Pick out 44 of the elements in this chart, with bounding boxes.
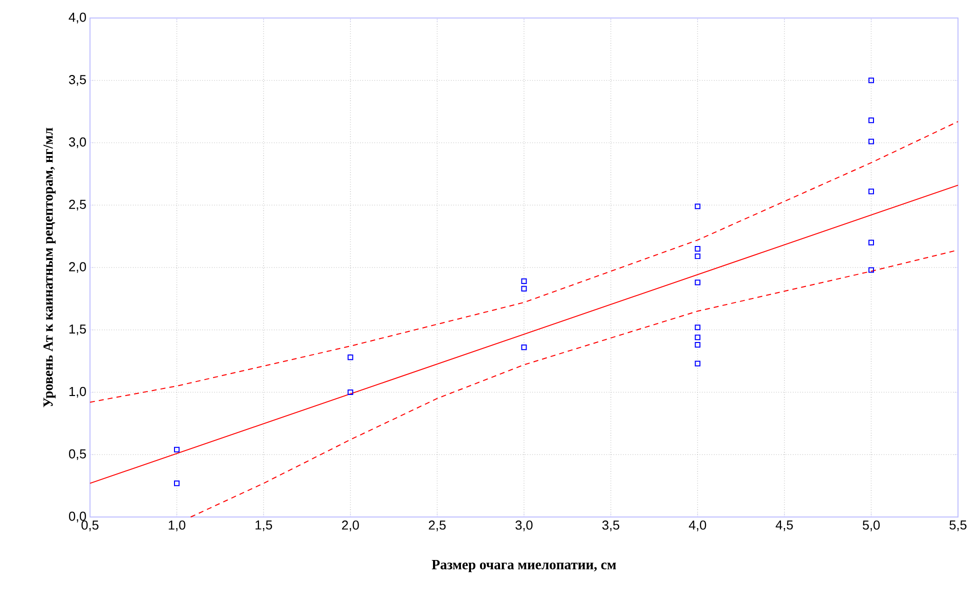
x-tick-label: 4,5 [776,520,793,532]
x-tick-label: 3,0 [516,520,533,532]
y-tick-label: 2,0 [69,262,86,273]
x-tick-label: 4,0 [688,520,706,532]
y-axis-title: Уровень Ат к каинатным рецепторам, нг/мл [43,128,56,408]
point [694,334,700,340]
y-tick-label: 0,0 [68,512,86,522]
point [174,480,180,486]
point [694,246,700,252]
x-tick-label: 0,5 [82,520,98,532]
point [868,78,874,84]
y-tick-label: 2,5 [69,200,86,210]
point [694,204,700,210]
x-tick-label: 1,5 [256,520,272,532]
y-tick-label: 1,5 [69,324,86,336]
point [694,324,700,330]
y-tick-label: 0,5 [68,449,86,460]
x-tick-label: 2,0 [342,520,359,532]
point [868,240,874,246]
x-tick-label: 1,0 [168,520,186,532]
y-tick-label: 3,5 [68,75,86,86]
x-tick-label: 2,5 [428,520,446,532]
point [348,389,354,396]
point [521,286,527,292]
x-axis-title: Размер очага миелопатии, см [432,560,616,572]
point [868,267,874,273]
line-series [90,121,959,403]
point [694,342,700,348]
y-tick-label: 4,0 [68,12,86,24]
point [868,118,874,124]
point [694,253,700,260]
point [348,354,354,360]
point [521,344,527,350]
point [868,188,874,194]
x-tick-label: 3,5 [602,520,620,532]
y-tick-label: 3,0 [68,137,86,148]
point [174,446,180,452]
y-tick-label: 1,0 [69,386,86,398]
point [521,278,527,284]
point [694,280,700,286]
point [868,138,874,144]
x-tick-label: 5,5 [950,520,966,532]
point [694,360,700,366]
x-tick-label: 5,0 [862,520,880,532]
